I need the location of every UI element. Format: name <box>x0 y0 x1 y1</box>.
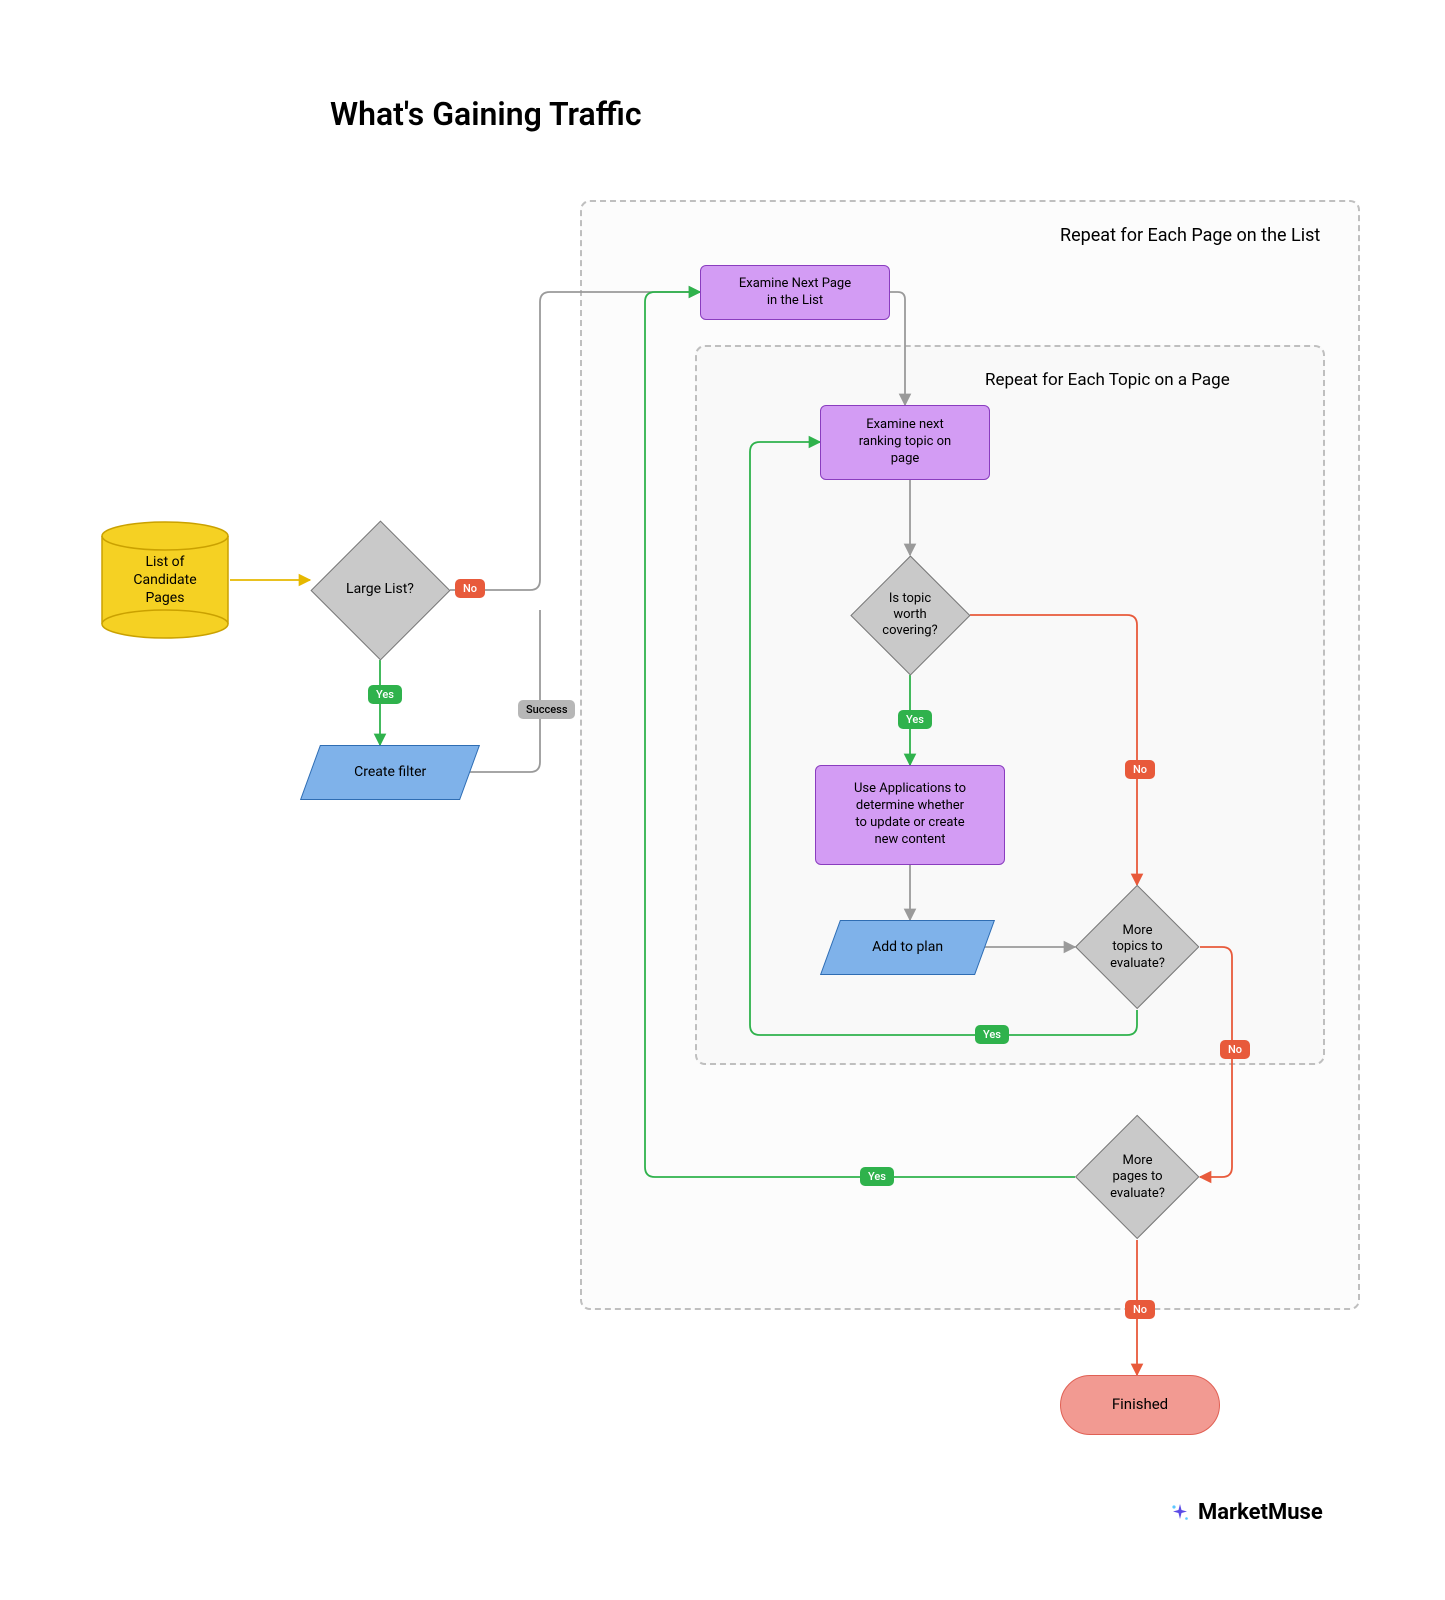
node-finished: Finished <box>1060 1375 1220 1435</box>
edge-badge-e12: No <box>1220 1040 1250 1059</box>
node-candidates: List ofCandidatePages <box>100 520 230 640</box>
node-examinetopic-label: Examine nextranking topic onpage <box>859 417 951 468</box>
edge-badge-e2: Yes <box>368 685 402 704</box>
node-morepages-label: Morepages toevaluate? <box>1110 1153 1165 1202</box>
node-examinetopic: Examine nextranking topic onpage <box>820 405 990 480</box>
sparkle-icon <box>1170 1503 1190 1523</box>
node-worthcovering: Is topicworthcovering? <box>868 573 953 658</box>
container-inner-label: Repeat for Each Topic on a Page <box>985 370 1230 390</box>
container-outer-label: Repeat for Each Page on the List <box>1060 225 1320 246</box>
node-addtoplan: Add to plan <box>820 920 995 975</box>
edge-badge-e3: No <box>455 579 485 598</box>
node-morepages: Morepages toevaluate? <box>1093 1133 1181 1221</box>
node-largelist: Large List? <box>331 541 430 640</box>
edge-badge-e13: Yes <box>860 1167 894 1186</box>
edge-badge-e14: No <box>1125 1300 1155 1319</box>
edge-badge-e8: No <box>1125 760 1155 779</box>
node-finished-label: Finished <box>1112 1395 1168 1415</box>
node-examinepage: Examine Next Pagein the List <box>700 265 890 320</box>
node-worthcovering-label: Is topicworthcovering? <box>882 591 937 640</box>
edge-badge-e7: Yes <box>898 710 932 729</box>
flowchart-canvas: What's Gaining Traffic Repeat for Each P… <box>0 0 1445 1600</box>
node-addtoplan-label: Add to plan <box>872 938 943 956</box>
node-useapps: Use Applications todetermine whetherto u… <box>815 765 1005 865</box>
logo-text: MarketMuse <box>1198 1500 1323 1525</box>
node-createfilter: Create filter <box>300 745 480 800</box>
edge-badge-e4: Success <box>518 700 575 719</box>
node-createfilter-label: Create filter <box>354 763 426 781</box>
edge-badge-e11: Yes <box>975 1025 1009 1044</box>
node-moretopics: Moretopics toevaluate? <box>1093 903 1181 991</box>
node-useapps-label: Use Applications todetermine whetherto u… <box>854 781 966 849</box>
edge-e4 <box>470 610 540 772</box>
node-largelist-label: Large List? <box>346 581 414 599</box>
diagram-title: What's Gaining Traffic <box>330 95 642 133</box>
node-moretopics-label: Moretopics toevaluate? <box>1110 923 1165 972</box>
node-examinepage-label: Examine Next Pagein the List <box>739 276 851 310</box>
container-inner <box>695 345 1325 1065</box>
marketmuse-logo: MarketMuse <box>1170 1500 1323 1525</box>
